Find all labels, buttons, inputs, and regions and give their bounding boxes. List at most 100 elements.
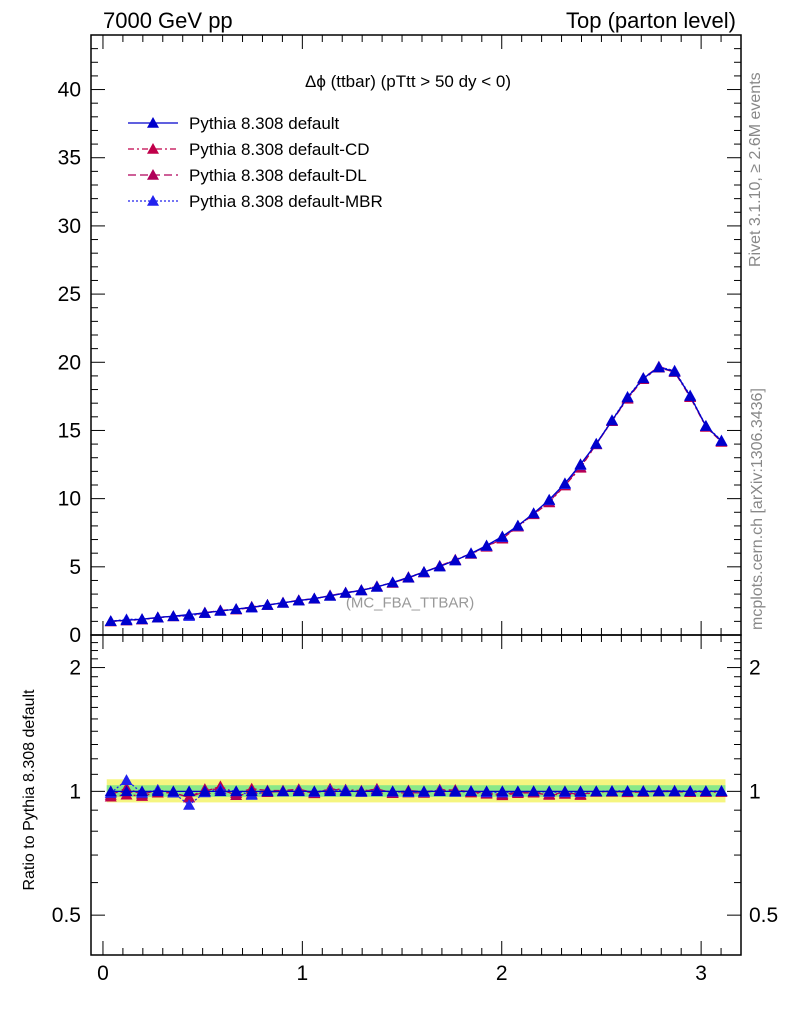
legend-marker xyxy=(147,143,159,154)
data-point xyxy=(136,613,149,624)
data-point xyxy=(308,592,321,604)
data-point xyxy=(245,601,258,612)
analysis-watermark: (MC_FBA_TTBAR) xyxy=(346,595,474,612)
legend-marker xyxy=(147,195,159,206)
y-tick-label: 25 xyxy=(58,283,81,306)
data-point xyxy=(104,615,117,626)
data-point xyxy=(621,391,634,403)
legend-marker xyxy=(147,117,159,128)
data-point xyxy=(214,605,227,616)
ratio-point xyxy=(668,785,681,797)
ratio-point xyxy=(198,785,211,797)
ratio-point xyxy=(558,785,571,797)
legend-label: Pythia 8.308 default-MBR xyxy=(189,192,383,211)
ratio-point xyxy=(324,785,337,797)
data-point xyxy=(699,420,712,431)
data-point xyxy=(292,594,305,606)
ratio-point xyxy=(417,785,430,797)
data-point xyxy=(637,372,650,384)
ratio-point xyxy=(151,785,164,797)
ratio-point xyxy=(136,785,149,797)
ratio-point xyxy=(433,785,446,797)
data-point xyxy=(465,547,478,559)
data-point xyxy=(324,590,337,601)
legend-label: Pythia 8.308 default xyxy=(189,114,340,133)
header-left-label: 7000 GeV pp xyxy=(103,8,233,33)
series-line xyxy=(110,366,722,623)
data-point xyxy=(277,596,290,608)
data-point xyxy=(652,361,665,373)
data-point xyxy=(370,581,383,592)
data-point xyxy=(386,576,399,588)
ratio-y-axis-label: Ratio to Pythia 8.308 default xyxy=(21,689,38,891)
series-line xyxy=(110,366,722,622)
legend-label: Pythia 8.308 default-CD xyxy=(189,140,370,159)
ratio-y-tick-label-left: 2 xyxy=(69,657,81,680)
ratio-point xyxy=(277,785,290,797)
ratio-point xyxy=(449,785,462,797)
ratio-point xyxy=(543,785,556,797)
ratio-point xyxy=(386,785,399,797)
ratio-point xyxy=(370,785,383,797)
ratio-point xyxy=(120,774,133,785)
ratio-y-tick-label-right: 2 xyxy=(749,657,761,680)
ratio-point xyxy=(183,798,196,810)
ratio-point xyxy=(292,785,305,797)
ratio-point xyxy=(183,785,196,797)
y-tick-label: 0 xyxy=(69,624,81,647)
y-tick-label: 40 xyxy=(58,79,81,102)
x-tick-label: 3 xyxy=(695,962,707,985)
legend-label: Pythia 8.308 default-DL xyxy=(189,166,367,185)
ratio-y-tick-label-right: 1 xyxy=(749,780,761,803)
ratio-point xyxy=(402,785,415,797)
legend-marker xyxy=(147,169,159,180)
data-point xyxy=(496,530,509,542)
ratio-y-tick-label-right: 0.5 xyxy=(749,904,778,927)
series-line xyxy=(110,365,722,623)
y-tick-label: 35 xyxy=(58,147,81,170)
data-point xyxy=(339,587,352,598)
ratio-point xyxy=(496,785,509,797)
ratio-point xyxy=(104,785,117,797)
ratio-y-tick-label-left: 1 xyxy=(69,780,81,803)
ratio-point xyxy=(621,785,634,797)
ratio-point xyxy=(511,785,524,797)
ratio-point xyxy=(355,785,368,797)
data-point xyxy=(543,493,556,505)
data-point xyxy=(261,599,274,610)
data-point xyxy=(402,571,415,583)
ratio-y-tick-label-left: 0.5 xyxy=(52,904,81,927)
series-1 xyxy=(104,361,728,803)
data-point xyxy=(574,458,587,470)
ratio-point xyxy=(245,785,258,797)
data-point xyxy=(355,584,368,596)
data-point xyxy=(183,608,196,620)
data-point xyxy=(167,610,180,621)
ratio-point xyxy=(230,785,243,797)
data-point xyxy=(668,365,681,377)
ratio-point xyxy=(308,785,321,797)
ratio-point xyxy=(120,785,133,797)
ratio-point xyxy=(183,791,196,803)
data-point xyxy=(715,435,728,446)
series-line xyxy=(110,366,722,622)
ratio-point xyxy=(715,785,728,797)
ratio-point xyxy=(339,785,352,797)
data-point xyxy=(511,519,524,531)
ratio-point xyxy=(684,785,697,797)
data-point xyxy=(230,603,243,614)
ratio-point xyxy=(214,785,227,797)
x-tick-label: 1 xyxy=(297,962,309,985)
data-point xyxy=(120,614,133,626)
ratio-point xyxy=(167,785,180,797)
data-point xyxy=(684,390,697,401)
y-tick-label: 15 xyxy=(58,419,81,442)
plot-title: Δϕ (ttbar) (pTtt > 50 dy < 0) xyxy=(305,72,511,91)
data-point xyxy=(480,539,493,551)
series-0 xyxy=(104,361,728,797)
ratio-point xyxy=(261,785,274,797)
ratio-point xyxy=(637,785,650,797)
y-tick-label: 30 xyxy=(58,215,81,238)
ratio-frame xyxy=(90,634,742,956)
